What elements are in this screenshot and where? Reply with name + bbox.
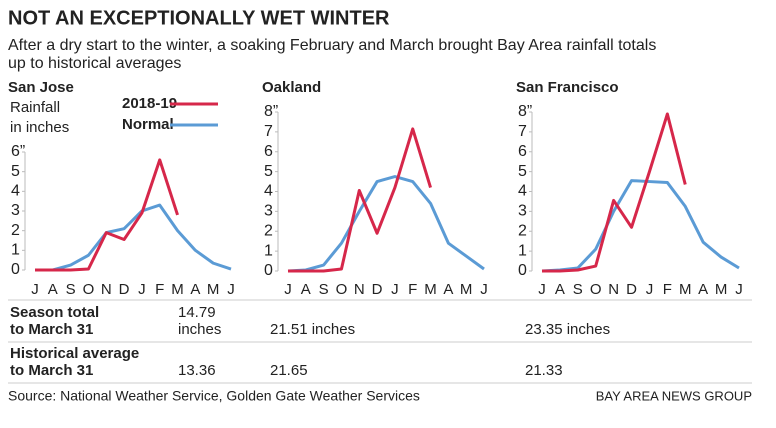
x-tick-label: F xyxy=(408,281,417,298)
x-tick-label: D xyxy=(119,281,130,298)
x-tick-label: J xyxy=(391,281,399,298)
title: NOT AN EXCEPTIONALLY WET WINTER xyxy=(8,7,390,29)
x-tick-label: J xyxy=(480,281,488,298)
row-label: to March 31 xyxy=(10,362,93,379)
x-tick-label: S xyxy=(66,281,76,298)
y-tick-label: 3 xyxy=(518,203,527,220)
y-axis-label: in inches xyxy=(10,119,69,136)
y-tick-label: 3 xyxy=(11,202,20,219)
x-tick-label: O xyxy=(590,281,602,298)
x-tick-label: O xyxy=(336,281,348,298)
y-tick-label: 4 xyxy=(264,183,273,200)
y-axis-label: Rainfall xyxy=(10,99,60,116)
x-tick-label: J xyxy=(31,281,39,298)
y-tick-label: 0 xyxy=(264,262,273,279)
y-tick-label: 6” xyxy=(11,143,25,160)
x-tick-label: M xyxy=(207,281,220,298)
series-line xyxy=(541,179,740,273)
x-tick-label: J xyxy=(138,281,146,298)
panel-title: Oakland xyxy=(262,79,321,96)
x-tick-label: N xyxy=(608,281,619,298)
table-value: 21.65 xyxy=(270,362,308,379)
source: Source: National Weather Service, Golden… xyxy=(8,388,420,404)
series-line xyxy=(287,175,485,273)
table-value: inches xyxy=(178,321,221,338)
x-tick-label: M xyxy=(679,281,692,298)
y-tick-label: 1 xyxy=(264,242,273,259)
x-tick-label: J xyxy=(646,281,654,298)
table-value: 21.33 xyxy=(525,362,563,379)
panel-title: San Francisco xyxy=(516,79,619,96)
legend-label: 2018-19 xyxy=(122,95,177,112)
x-tick-label: S xyxy=(319,281,329,298)
y-tick-label: 2 xyxy=(11,222,20,239)
table-value: 21.51 inches xyxy=(270,321,355,338)
x-tick-label: A xyxy=(48,281,58,298)
x-tick-label: J xyxy=(284,281,292,298)
table-value: 23.35 inches xyxy=(525,321,610,338)
y-tick-label: 1 xyxy=(518,242,527,259)
y-tick-label: 7 xyxy=(518,123,527,140)
y-tick-label: 5 xyxy=(264,163,273,180)
x-tick-label: J xyxy=(538,281,546,298)
series-line xyxy=(35,203,232,272)
series-line xyxy=(542,112,687,273)
series-line xyxy=(288,127,432,273)
x-tick-label: D xyxy=(372,281,383,298)
legend-label: Normal xyxy=(122,116,174,133)
y-tick-label: 0 xyxy=(518,262,527,279)
y-tick-label: 4 xyxy=(518,183,527,200)
row-label: Historical average xyxy=(10,345,139,362)
x-tick-label: J xyxy=(227,281,235,298)
x-tick-label: O xyxy=(83,281,95,298)
y-tick-label: 5 xyxy=(11,163,20,180)
y-tick-label: 8” xyxy=(518,103,532,120)
x-tick-label: A xyxy=(443,281,453,298)
x-tick-label: J xyxy=(735,281,743,298)
y-tick-label: 6 xyxy=(264,143,273,160)
credit: BAY AREA NEWS GROUP xyxy=(596,388,752,403)
x-tick-label: F xyxy=(663,281,672,298)
subtitle: After a dry start to the winter, a soaki… xyxy=(8,37,656,54)
y-tick-label: 8” xyxy=(264,103,278,120)
x-tick-label: M xyxy=(171,281,184,298)
x-tick-label: M xyxy=(424,281,437,298)
x-tick-label: S xyxy=(573,281,583,298)
x-tick-label: D xyxy=(626,281,637,298)
x-tick-label: M xyxy=(715,281,728,298)
y-tick-label: 5 xyxy=(518,163,527,180)
series-line xyxy=(35,158,179,272)
subtitle: up to historical averages xyxy=(8,55,181,72)
x-tick-label: A xyxy=(698,281,708,298)
x-tick-label: A xyxy=(301,281,311,298)
table-value: 13.36 xyxy=(178,362,216,379)
panel-title: San Jose xyxy=(8,79,74,96)
y-tick-label: 0 xyxy=(11,261,20,278)
x-tick-label: N xyxy=(354,281,365,298)
x-tick-label: M xyxy=(460,281,473,298)
row-label: Season total xyxy=(10,304,99,321)
x-tick-label: N xyxy=(101,281,112,298)
y-tick-label: 6 xyxy=(518,143,527,160)
x-tick-label: A xyxy=(555,281,565,298)
y-tick-label: 4 xyxy=(11,183,20,200)
x-tick-label: A xyxy=(190,281,200,298)
y-tick-label: 2 xyxy=(518,222,527,239)
x-tick-label: F xyxy=(155,281,164,298)
y-tick-label: 1 xyxy=(11,242,20,259)
y-tick-label: 3 xyxy=(264,203,273,220)
row-label: to March 31 xyxy=(10,321,93,338)
y-tick-label: 2 xyxy=(264,222,273,239)
y-tick-label: 7 xyxy=(264,123,273,140)
table-value: 14.79 xyxy=(178,304,216,321)
